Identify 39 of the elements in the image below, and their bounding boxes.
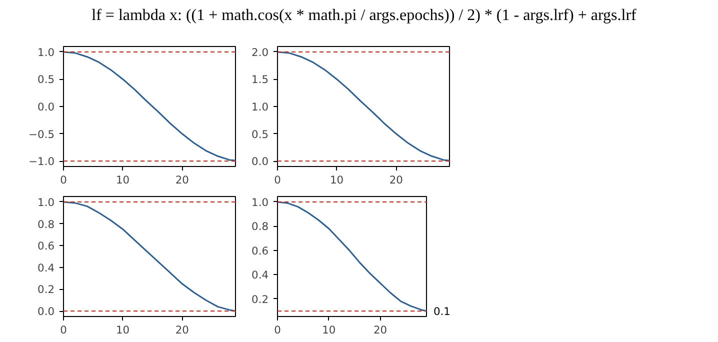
y-tick-label: 0.4 (252, 268, 269, 282)
x-tick-label: 10 (116, 174, 130, 186)
annotation: 0.1 (434, 305, 450, 318)
line-series (64, 201, 236, 312)
x-tick-label: 0 (60, 324, 68, 336)
y-tick-label: 0.6 (252, 244, 269, 258)
y-tick-label: 0.8 (252, 220, 269, 234)
x-tick-label: 20 (175, 174, 190, 186)
y-tick-label: 2.0 (252, 46, 269, 59)
x-tick-label: 20 (389, 174, 404, 186)
x-tick-label: 0 (274, 174, 282, 186)
y-tick-label: −0.5 (28, 128, 55, 141)
y-tick-label: 0.4 (38, 261, 55, 274)
y-tick-label: −1.0 (28, 155, 55, 168)
line-series (278, 51, 450, 162)
y-tick-label: 0.5 (252, 128, 269, 141)
y-tick-label: 0.8 (38, 218, 55, 231)
y-tick-label: 0.0 (252, 155, 269, 168)
x-tick-label: 20 (373, 324, 388, 336)
x-tick-label: 10 (116, 324, 130, 336)
x-tick-label: 0 (60, 174, 68, 186)
y-tick-label: 1.5 (252, 73, 269, 86)
y-tick-label: 1.0 (252, 100, 269, 114)
y-tick-label: 1.0 (252, 196, 269, 209)
y-tick-label: 0.0 (38, 305, 55, 318)
y-tick-label: 1.0 (38, 46, 55, 59)
line-series (278, 201, 426, 312)
y-tick-label: 0.6 (38, 240, 55, 253)
x-tick-label: 10 (330, 174, 344, 186)
x-tick-label: 10 (322, 324, 336, 336)
y-tick-label: 0.5 (38, 73, 55, 86)
y-tick-label: 1.0 (38, 196, 55, 209)
text: lf = lambda x: ((1 + math.cos(x * math.pi / args.epochs)) / 2) * (1 - args.lrf) + args.lrf (92, 6, 636, 26)
line-series (64, 51, 236, 162)
y-tick-label: 0.2 (252, 292, 269, 306)
x-tick-label: 20 (175, 324, 190, 336)
y-tick-label: 0.2 (38, 283, 55, 296)
x-tick-label: 0 (274, 324, 282, 336)
y-tick-label: 0.0 (38, 100, 55, 114)
